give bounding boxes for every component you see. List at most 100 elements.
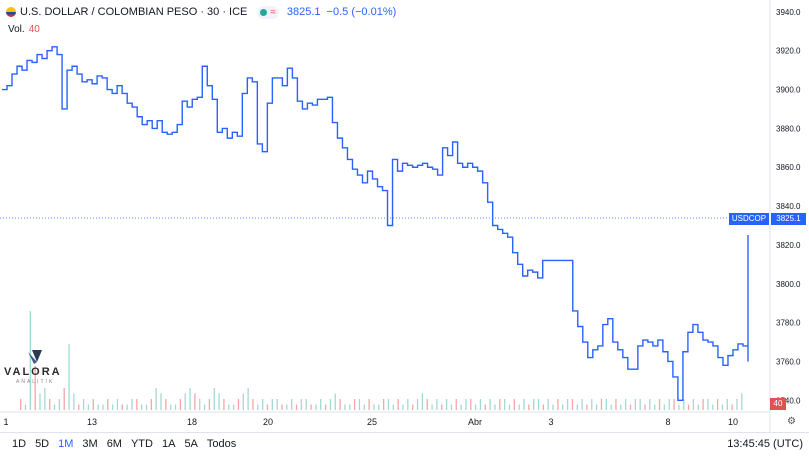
volume-bar <box>160 393 162 410</box>
price-axis-ticks: 3940.0 3920.0 3900.0 3880.0 3860.0 3840.0 3820… <box>776 8 801 405</box>
time-tick-label: 8 <box>665 417 670 427</box>
volume-bar <box>276 399 278 410</box>
volume-bar <box>242 393 244 410</box>
volume-bar <box>426 399 428 410</box>
volume-bar <box>82 399 85 410</box>
volume-bar <box>126 404 128 410</box>
volume-bar <box>634 399 636 410</box>
range-button-1a[interactable]: 1A <box>161 438 176 450</box>
time-tick-label: 20 <box>263 417 273 427</box>
volume-bar <box>455 399 457 410</box>
volume-bar <box>131 399 133 410</box>
volume-bar <box>291 399 293 410</box>
volume-bar <box>310 404 312 410</box>
volume-bar <box>610 404 612 410</box>
price-tick-label: 3820.0 <box>776 241 801 250</box>
symbol-title[interactable]: U.S. DOLLAR / COLOMBIAN PESO · 30 · ICE <box>20 6 248 18</box>
volume-bar <box>407 399 409 410</box>
volume-bar <box>189 388 191 410</box>
volume-bar <box>518 404 520 410</box>
volume-bar <box>508 404 511 410</box>
range-button-5d[interactable]: 5D <box>35 438 50 450</box>
volume-bar <box>736 399 738 410</box>
price-tick-label: 3800.0 <box>776 280 801 289</box>
range-button-5a[interactable]: 5A <box>184 438 198 450</box>
volume-bar <box>542 404 545 410</box>
volume-bar <box>24 404 27 410</box>
volume-bar <box>484 404 486 410</box>
time-tick-label: 13 <box>87 417 97 427</box>
volume-bar <box>286 404 288 410</box>
volume-bar <box>165 399 167 410</box>
volume-bar <box>489 399 491 410</box>
volume-bar <box>528 404 530 410</box>
volume-bar <box>687 404 690 410</box>
range-button-1d[interactable]: 1D <box>12 438 27 450</box>
volume-bar <box>213 388 215 410</box>
price-tick-label: 3840.0 <box>776 202 801 211</box>
volume-bar <box>692 399 695 410</box>
volume-bar <box>537 399 540 410</box>
volume-bar <box>494 404 496 410</box>
time-tick-label: 25 <box>367 417 377 427</box>
volume-value: 40 <box>28 24 40 35</box>
range-button-ytd[interactable]: YTD <box>130 438 153 450</box>
volume-bar <box>658 399 661 410</box>
range-button-6m[interactable]: 6M <box>106 438 122 450</box>
volume-legend[interactable]: Vol. 40 <box>8 24 40 35</box>
volume-bar <box>107 399 109 410</box>
volume-bar <box>625 399 627 410</box>
range-selector: 1D 5D 1M 3M 6M YTD 1A 5A Todos <box>12 438 245 450</box>
volume-bar <box>199 399 201 410</box>
volume-bar <box>552 404 554 410</box>
volume-bar <box>116 399 119 410</box>
volume-bar <box>373 404 375 410</box>
volume-bar <box>252 399 254 410</box>
volume-bar <box>97 404 99 410</box>
range-button-1m[interactable]: 1M <box>58 438 74 450</box>
settings-gear-icon[interactable]: ⚙ <box>787 416 796 427</box>
volume-bar <box>29 311 31 410</box>
volume-bar <box>649 399 651 410</box>
volume-bar <box>683 399 685 410</box>
volume-bar <box>479 399 482 410</box>
volume-bar <box>228 404 230 410</box>
volume-bar <box>431 404 433 410</box>
price-chart[interactable]: 3940.03920.03900.03880.03860.03840.03820… <box>0 0 809 432</box>
volume-bar <box>445 399 448 410</box>
volume-bar <box>668 399 670 410</box>
volume-bar <box>170 404 172 410</box>
price-tick-label: 3920.0 <box>776 47 801 56</box>
volume-bar <box>721 404 724 410</box>
price-tick-label: 3880.0 <box>776 124 801 133</box>
volume-label: Vol. <box>8 24 25 35</box>
volume-bar <box>266 404 269 410</box>
time-axis-ticks: 1 13 18 20 25 Abr 3 8 10 <box>3 417 738 427</box>
volume-bar <box>663 404 666 410</box>
market-status-pill[interactable]: ≈ <box>257 5 279 19</box>
price-tick-label: 3780.0 <box>776 319 801 328</box>
volume-bars <box>20 311 743 410</box>
logo-name: VALORA <box>4 366 62 378</box>
volume-bar <box>315 404 317 410</box>
market-open-icon <box>260 8 268 16</box>
volume-bar <box>639 399 641 410</box>
volume-bar <box>600 399 603 410</box>
volume-bar <box>262 399 264 410</box>
range-button-todos[interactable]: Todos <box>206 438 237 450</box>
volume-bar <box>141 404 143 410</box>
utc-clock[interactable]: 13:45:45 (UTC) <box>727 438 803 450</box>
volume-bar <box>121 404 123 410</box>
volume-bar <box>571 399 574 410</box>
volume-bar <box>363 404 365 410</box>
volume-bar <box>513 399 515 410</box>
volume-bar <box>436 399 438 410</box>
price-tick-label: 3760.0 <box>776 357 801 366</box>
volume-bar <box>702 399 704 410</box>
range-button-3m[interactable]: 3M <box>82 438 98 450</box>
volume-bar <box>591 399 593 410</box>
volume-bar <box>654 404 656 410</box>
volume-bar <box>557 399 559 410</box>
last-price: 3825.1 <box>286 6 321 18</box>
